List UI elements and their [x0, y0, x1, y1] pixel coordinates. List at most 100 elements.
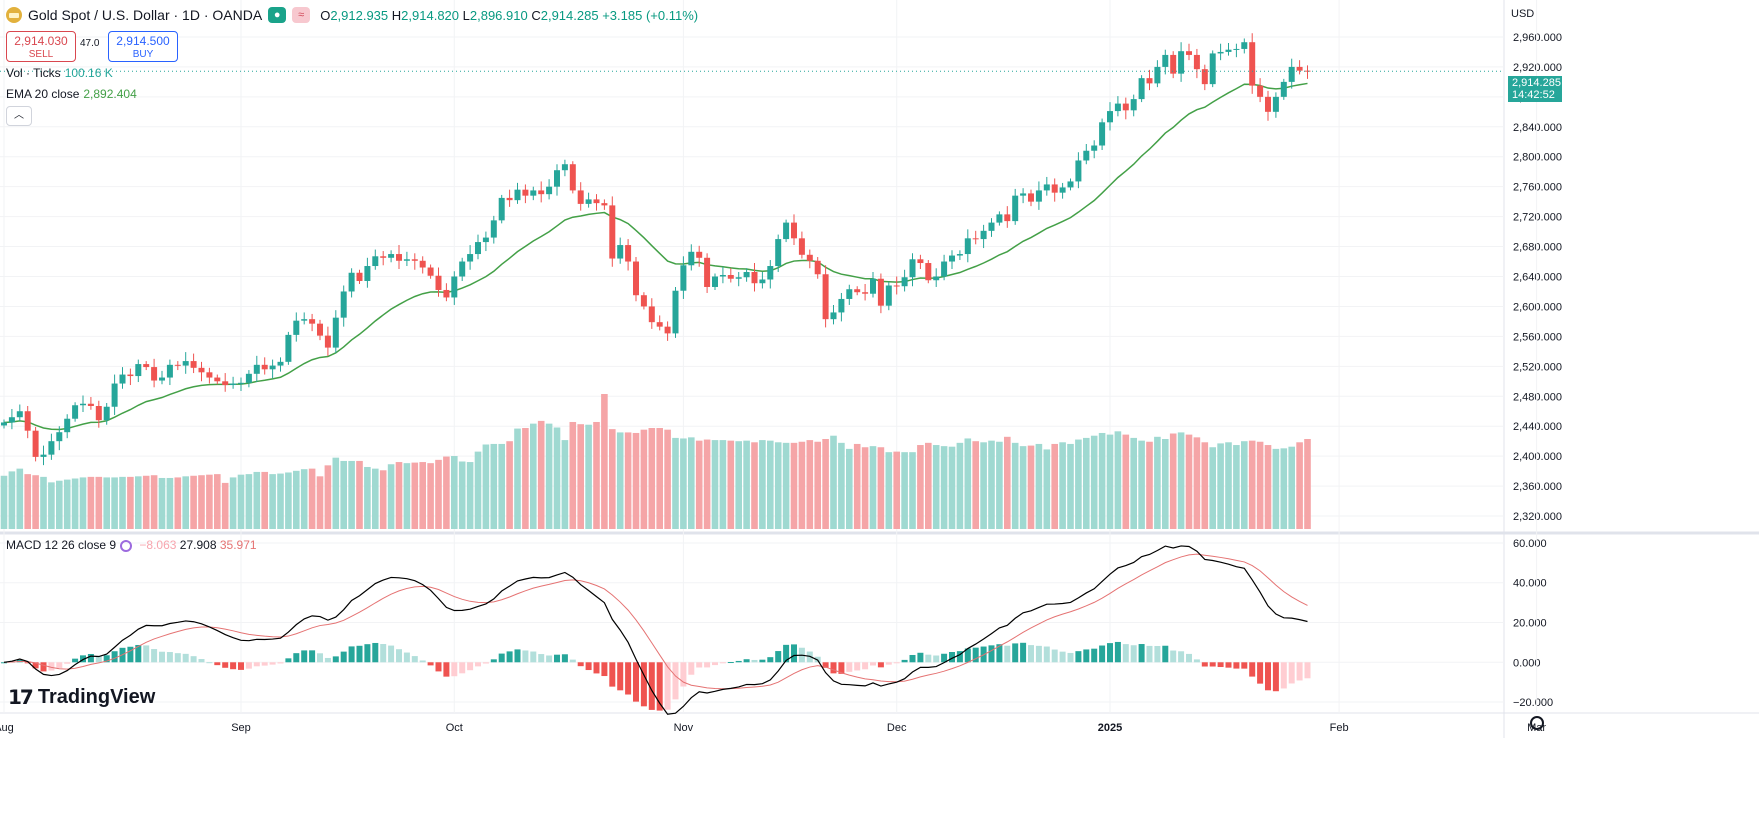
macd-histogram-bar	[293, 653, 300, 663]
volume-bar	[451, 456, 458, 529]
candle	[356, 272, 363, 281]
macd-histogram-bar	[1296, 662, 1303, 681]
candle	[8, 417, 15, 423]
macd-histogram-bar	[822, 662, 829, 668]
sell-button[interactable]: 2,914.030 SELL	[6, 31, 76, 62]
candle	[585, 199, 592, 204]
flag-button[interactable]: ●	[268, 7, 287, 23]
candle	[1170, 54, 1177, 74]
macd-histogram-bar	[214, 662, 221, 666]
candle	[340, 291, 347, 318]
volume-bar	[79, 477, 87, 529]
macd-histogram-bar	[751, 659, 758, 663]
macd-histogram-bar	[1146, 645, 1153, 663]
macd-histogram-bar	[949, 652, 955, 663]
volume-bar	[340, 460, 347, 529]
ema-legend[interactable]: EMA 20 close 2,892.404	[6, 87, 137, 101]
volume-bar	[150, 475, 158, 529]
candle	[1130, 99, 1137, 111]
volume-bar	[379, 470, 387, 529]
macd-histogram-bar	[482, 662, 489, 664]
volume-bar	[435, 459, 442, 529]
volume-bar	[1241, 441, 1248, 529]
candle	[1020, 193, 1027, 196]
volume-bar	[237, 474, 245, 529]
macd-histogram-bar	[1280, 662, 1287, 689]
candle	[909, 259, 916, 278]
volume-bar	[166, 477, 174, 529]
tradingview-logo[interactable]: 𝟭𝟳 TradingView	[8, 686, 156, 709]
price-tick-label: 2,560.000	[1513, 331, 1562, 343]
volume-bar	[0, 475, 8, 529]
macd-legend[interactable]: MACD 12 26 close 9 −8.063 27.908 35.971	[6, 538, 257, 552]
volume-bar	[664, 429, 671, 529]
macd-histogram-bar	[941, 653, 948, 663]
symbol-title[interactable]: Gold Spot / U.S. Dollar · 1D · OANDA	[28, 7, 263, 23]
volume-bar	[537, 420, 545, 529]
candle	[988, 222, 995, 231]
candle	[261, 364, 268, 370]
buy-button[interactable]: 2,914.500 BUY	[108, 31, 178, 62]
volume-bar	[616, 432, 624, 529]
volume-bar	[506, 441, 513, 529]
candle	[1122, 103, 1129, 111]
candle	[111, 383, 118, 407]
macd-histogram-bar	[530, 651, 537, 663]
candle	[791, 222, 797, 239]
volume-bar	[869, 446, 877, 529]
indicator-settings-icon[interactable]	[120, 540, 133, 552]
volume-bar	[585, 424, 592, 529]
macd-histogram-bar	[996, 644, 1003, 663]
macd-histogram-bar	[719, 662, 726, 664]
macd-histogram-bar	[1162, 645, 1169, 663]
candle	[680, 265, 687, 291]
volume-bar	[964, 438, 972, 529]
candle	[767, 266, 774, 280]
macd-histogram-bar	[40, 662, 47, 672]
candle	[95, 405, 102, 421]
candle	[72, 405, 79, 419]
macd-histogram-bar	[348, 646, 355, 663]
candle	[1083, 150, 1090, 161]
candle	[40, 454, 47, 457]
collapse-legend-button[interactable]: ︿	[6, 106, 32, 126]
macd-histogram-bar	[870, 662, 876, 666]
volume-bar	[48, 482, 55, 529]
gear-icon[interactable]	[1530, 716, 1544, 730]
macd-histogram-bar	[1193, 659, 1200, 663]
compare-button[interactable]: ≈	[292, 7, 311, 23]
candle	[949, 255, 955, 262]
macd-histogram-bar	[656, 662, 663, 711]
macd-histogram-bar	[435, 662, 442, 672]
candle	[846, 289, 853, 299]
volume-bar	[877, 447, 885, 529]
candle	[1217, 51, 1224, 54]
volume-bar	[1067, 443, 1074, 529]
macd-histogram-bar	[901, 659, 908, 663]
volume-legend[interactable]: Vol · Ticks 100.16 K	[6, 66, 113, 80]
macd-histogram-bar	[443, 662, 450, 677]
candle	[459, 261, 466, 277]
macd-histogram-bar	[561, 654, 568, 663]
macd-histogram-bar	[490, 659, 497, 663]
macd-histogram-bar	[1059, 651, 1066, 663]
macd-histogram-bar	[609, 662, 616, 687]
candle	[593, 199, 600, 204]
volume-bar	[1272, 448, 1280, 529]
candle	[1304, 70, 1311, 72]
macd-histogram-bar	[704, 662, 711, 668]
candle	[1154, 66, 1161, 84]
macd-histogram-bar	[838, 662, 845, 674]
candle	[759, 279, 766, 284]
macd-histogram-bar	[830, 662, 837, 674]
candle	[1004, 214, 1011, 222]
macd-histogram-bar	[633, 662, 639, 702]
candle	[490, 220, 497, 238]
currency-selector[interactable]: USD	[1511, 8, 1535, 20]
volume-bar	[885, 452, 893, 529]
volume-bar	[893, 451, 900, 529]
volume-bar	[1217, 443, 1224, 529]
candle	[854, 289, 861, 293]
candle	[656, 322, 663, 327]
